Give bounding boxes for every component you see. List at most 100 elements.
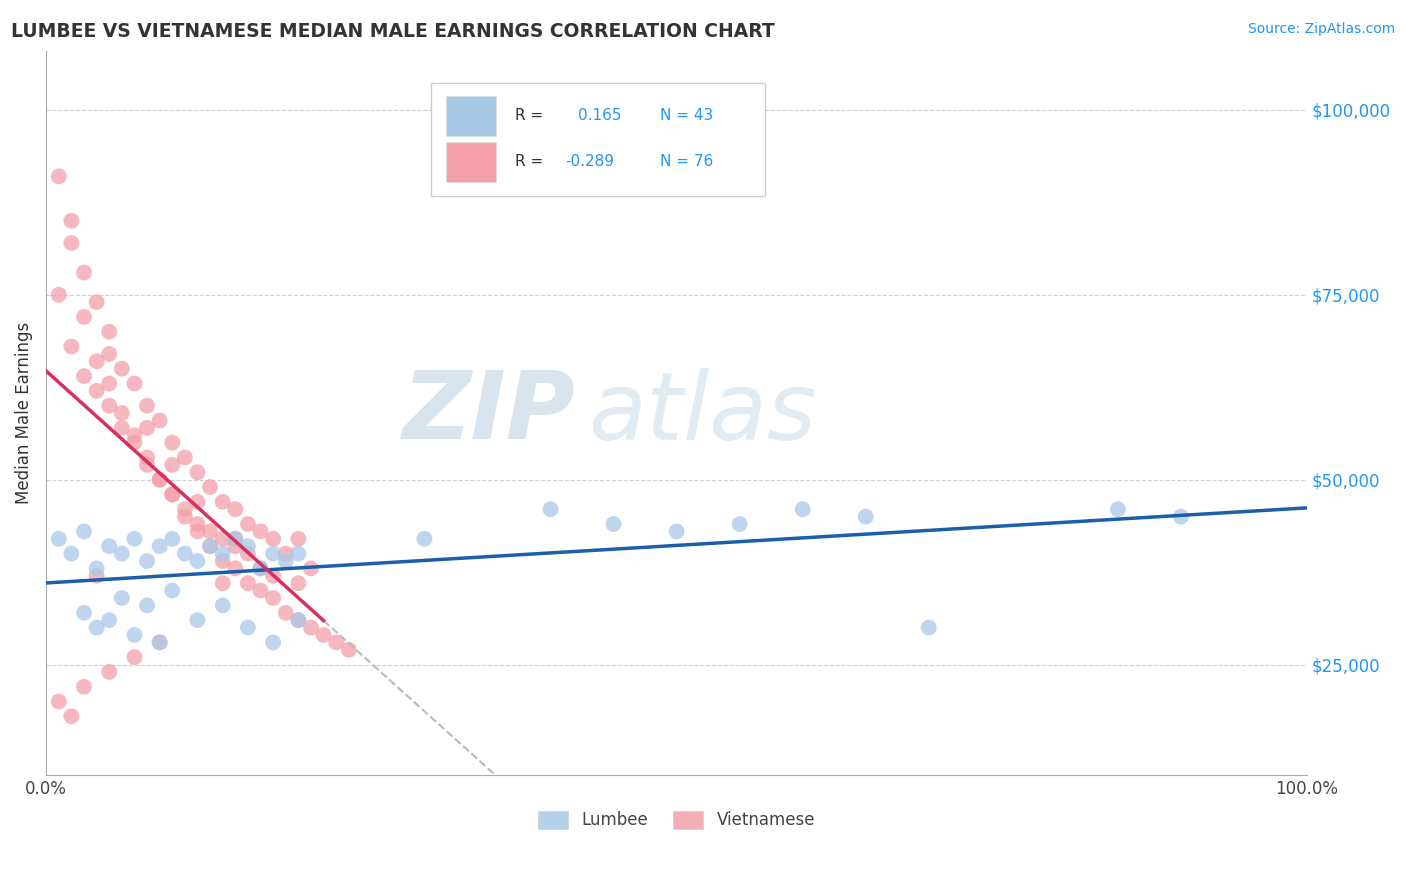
- Point: [60, 339, 83, 353]
- Point: [124, 376, 146, 391]
- Point: [86, 295, 108, 310]
- Point: [111, 591, 134, 605]
- Point: [236, 547, 259, 561]
- Point: [149, 539, 172, 553]
- Y-axis label: Median Male Earnings: Median Male Earnings: [15, 322, 32, 504]
- Point: [149, 473, 172, 487]
- Point: [60, 214, 83, 228]
- Text: ZIP: ZIP: [404, 368, 575, 459]
- Point: [60, 235, 83, 250]
- Point: [249, 583, 271, 598]
- Point: [111, 547, 134, 561]
- Point: [198, 480, 221, 494]
- Point: [262, 569, 284, 583]
- Point: [98, 399, 121, 413]
- Point: [136, 458, 159, 472]
- Text: -0.289: -0.289: [565, 154, 614, 169]
- Point: [111, 406, 134, 420]
- Point: [236, 576, 259, 591]
- Point: [274, 547, 297, 561]
- Point: [224, 561, 246, 575]
- Point: [73, 680, 96, 694]
- Point: [236, 621, 259, 635]
- Point: [211, 599, 233, 613]
- Point: [299, 561, 322, 575]
- Point: [236, 516, 259, 531]
- Point: [224, 532, 246, 546]
- Point: [186, 516, 208, 531]
- Point: [73, 310, 96, 324]
- Point: [312, 628, 335, 642]
- Text: Source: ZipAtlas.com: Source: ZipAtlas.com: [1247, 22, 1395, 37]
- Point: [249, 524, 271, 539]
- Point: [211, 554, 233, 568]
- Point: [540, 502, 562, 516]
- Point: [211, 576, 233, 591]
- Text: 0.165: 0.165: [578, 109, 621, 123]
- Point: [602, 516, 624, 531]
- Point: [728, 516, 751, 531]
- Text: N = 76: N = 76: [661, 154, 713, 169]
- Point: [136, 421, 159, 435]
- Point: [665, 524, 688, 539]
- Text: atlas: atlas: [588, 368, 817, 458]
- Point: [149, 413, 172, 427]
- Point: [124, 650, 146, 665]
- Point: [325, 635, 347, 649]
- Point: [224, 532, 246, 546]
- Point: [198, 524, 221, 539]
- FancyBboxPatch shape: [430, 83, 765, 195]
- Point: [224, 539, 246, 553]
- Point: [86, 569, 108, 583]
- Bar: [446, 142, 496, 181]
- Point: [98, 325, 121, 339]
- Text: R =: R =: [515, 109, 544, 123]
- Point: [855, 509, 877, 524]
- Point: [98, 539, 121, 553]
- Point: [287, 532, 309, 546]
- Point: [262, 547, 284, 561]
- Point: [173, 450, 195, 465]
- Bar: [446, 96, 496, 136]
- Point: [60, 709, 83, 723]
- Point: [136, 554, 159, 568]
- Point: [60, 547, 83, 561]
- Point: [211, 532, 233, 546]
- Point: [162, 532, 184, 546]
- Point: [173, 547, 195, 561]
- Point: [287, 547, 309, 561]
- Point: [86, 384, 108, 398]
- Point: [262, 591, 284, 605]
- Point: [186, 465, 208, 479]
- Point: [186, 554, 208, 568]
- Point: [198, 539, 221, 553]
- Point: [98, 347, 121, 361]
- Point: [73, 606, 96, 620]
- Point: [73, 266, 96, 280]
- Point: [124, 532, 146, 546]
- Point: [211, 547, 233, 561]
- Point: [262, 532, 284, 546]
- Point: [287, 576, 309, 591]
- Point: [274, 606, 297, 620]
- Point: [86, 561, 108, 575]
- Point: [111, 361, 134, 376]
- Point: [249, 561, 271, 575]
- Point: [149, 473, 172, 487]
- Point: [413, 532, 436, 546]
- Point: [299, 621, 322, 635]
- Point: [73, 524, 96, 539]
- Text: LUMBEE VS VIETNAMESE MEDIAN MALE EARNINGS CORRELATION CHART: LUMBEE VS VIETNAMESE MEDIAN MALE EARNING…: [11, 22, 775, 41]
- Point: [136, 599, 159, 613]
- Point: [173, 509, 195, 524]
- Point: [249, 561, 271, 575]
- Point: [98, 665, 121, 679]
- Point: [173, 502, 195, 516]
- Point: [86, 621, 108, 635]
- Point: [162, 435, 184, 450]
- Point: [186, 524, 208, 539]
- Point: [149, 635, 172, 649]
- Point: [792, 502, 814, 516]
- Point: [198, 539, 221, 553]
- Point: [98, 613, 121, 627]
